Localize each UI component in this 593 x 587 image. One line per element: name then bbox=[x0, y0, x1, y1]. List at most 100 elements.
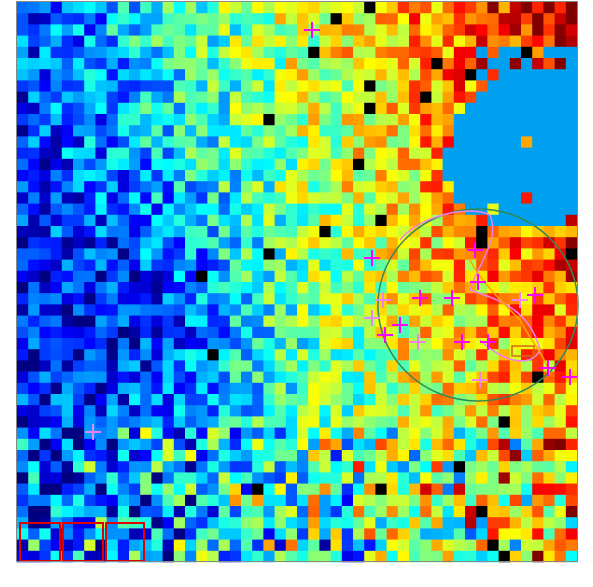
pixel bbox=[375, 24, 387, 36]
pixel bbox=[285, 338, 298, 350]
pixel bbox=[453, 416, 466, 428]
pixel bbox=[308, 539, 320, 552]
pixel bbox=[61, 35, 74, 48]
pixel bbox=[173, 214, 186, 227]
pixel bbox=[308, 237, 320, 249]
pixel bbox=[241, 2, 253, 14]
pixel bbox=[476, 136, 488, 148]
pixel bbox=[453, 46, 466, 59]
pixel bbox=[274, 237, 287, 249]
pixel bbox=[39, 315, 51, 328]
pixel bbox=[129, 181, 141, 193]
pixel bbox=[73, 69, 85, 81]
pixel bbox=[465, 450, 477, 462]
pixel bbox=[543, 450, 555, 462]
pixel bbox=[39, 382, 51, 395]
pixel bbox=[229, 349, 242, 361]
pixel bbox=[375, 405, 387, 417]
pixel bbox=[28, 528, 40, 540]
pixel bbox=[129, 114, 141, 126]
pixel bbox=[50, 203, 63, 216]
pixel bbox=[106, 114, 119, 126]
pixel bbox=[263, 539, 275, 552]
pixel bbox=[341, 248, 354, 260]
pixel bbox=[532, 80, 544, 92]
pixel bbox=[364, 371, 376, 384]
pixel bbox=[554, 517, 567, 529]
pixel bbox=[330, 427, 343, 440]
pixel bbox=[50, 338, 63, 350]
pixel bbox=[498, 24, 511, 36]
pixel bbox=[185, 80, 197, 92]
pixel bbox=[487, 382, 499, 395]
pixel bbox=[106, 315, 119, 328]
pixel bbox=[207, 360, 219, 372]
pixel bbox=[341, 192, 354, 204]
pixel bbox=[453, 371, 466, 384]
pixel bbox=[28, 226, 40, 238]
pixel bbox=[84, 405, 96, 417]
pixel bbox=[532, 438, 544, 451]
pixel bbox=[543, 506, 555, 518]
pixel-grid bbox=[17, 2, 578, 563]
plus-marker bbox=[512, 292, 528, 308]
pixel bbox=[487, 405, 499, 417]
pixel bbox=[28, 158, 40, 171]
pixel bbox=[241, 315, 253, 328]
pixel bbox=[409, 80, 421, 92]
pixel bbox=[28, 203, 40, 216]
pixel bbox=[498, 13, 511, 25]
pixel bbox=[554, 360, 567, 372]
pixel bbox=[543, 114, 555, 126]
pixel bbox=[61, 203, 74, 216]
pixel bbox=[241, 282, 253, 294]
pixel bbox=[95, 237, 107, 249]
pixel bbox=[532, 114, 544, 126]
pixel bbox=[50, 24, 63, 36]
pixel bbox=[106, 170, 119, 182]
pixel bbox=[229, 102, 242, 115]
pixel bbox=[151, 483, 163, 496]
pixel bbox=[498, 158, 511, 171]
pixel bbox=[207, 91, 219, 104]
pixel bbox=[364, 304, 376, 316]
pixel bbox=[252, 214, 264, 227]
pixel bbox=[487, 259, 499, 272]
pixel bbox=[196, 91, 208, 104]
pixel bbox=[353, 24, 365, 36]
pixel bbox=[185, 102, 197, 115]
pixel bbox=[409, 405, 421, 417]
pixel bbox=[476, 472, 488, 484]
pixel bbox=[207, 427, 219, 440]
pixel bbox=[442, 270, 455, 283]
pixel bbox=[442, 13, 455, 25]
pixel bbox=[308, 461, 320, 473]
pixel bbox=[17, 304, 29, 316]
pixel bbox=[17, 35, 29, 48]
pixel bbox=[397, 405, 410, 417]
pixel bbox=[28, 371, 40, 384]
pixel bbox=[431, 438, 443, 451]
pixel bbox=[330, 483, 343, 496]
pixel bbox=[50, 315, 63, 328]
pixel bbox=[554, 416, 567, 428]
pixel bbox=[285, 405, 298, 417]
pixel bbox=[73, 282, 85, 294]
pixel bbox=[241, 147, 253, 160]
pixel bbox=[330, 282, 343, 294]
pixel bbox=[84, 192, 96, 204]
pixel bbox=[241, 438, 253, 451]
pixel bbox=[543, 461, 555, 473]
contour bbox=[399, 210, 541, 362]
pixel bbox=[420, 24, 432, 36]
pixel bbox=[375, 304, 387, 316]
pixel bbox=[229, 226, 242, 238]
pixel bbox=[106, 2, 119, 14]
pixel bbox=[173, 158, 186, 171]
pixel bbox=[375, 315, 387, 328]
pixel bbox=[498, 170, 511, 182]
pixel bbox=[341, 506, 354, 518]
pixel bbox=[341, 416, 354, 428]
pixel bbox=[397, 58, 410, 70]
pixel bbox=[84, 315, 96, 328]
